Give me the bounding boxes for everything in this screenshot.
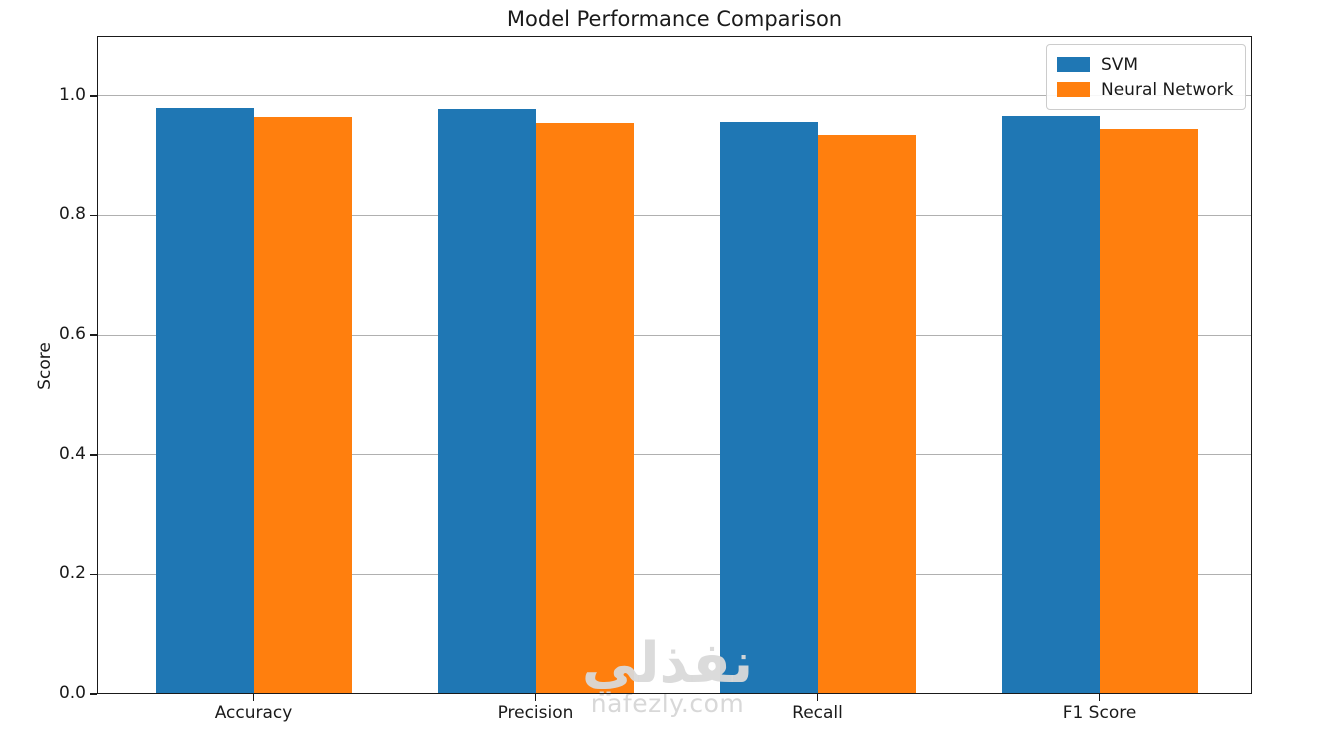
- x-tick-label-precision: Precision: [497, 703, 574, 723]
- plot-area: [97, 36, 1252, 694]
- bar-neural-network-accuracy: [253, 116, 352, 694]
- x-tick-label-recall: Recall: [792, 703, 843, 723]
- y-tick-label-0.8: 0.8: [58, 204, 86, 225]
- bar-neural-network-recall: [817, 134, 916, 694]
- y-tick-mark: [90, 95, 97, 97]
- y-tick-mark: [90, 573, 97, 576]
- chart-title: Model Performance Comparison: [506, 7, 843, 31]
- y-tick-label-0.6: 0.6: [58, 324, 86, 345]
- legend-entry-neural-network: Neural Network: [1057, 77, 1233, 102]
- legend: SVM Neural Network: [1046, 44, 1247, 110]
- legend-label-neural-network: Neural Network: [1101, 79, 1234, 100]
- x-tick-mark: [1098, 694, 1101, 701]
- gridline-0.6: [97, 334, 1252, 336]
- y-tick-mark: [90, 693, 97, 695]
- y-tick-mark: [90, 214, 97, 217]
- x-tick-mark: [252, 694, 255, 701]
- legend-entry-svm: SVM: [1057, 52, 1233, 77]
- x-tick-label-accuracy: Accuracy: [214, 703, 293, 723]
- gridline-0.4: [97, 454, 1252, 456]
- y-tick-label-1.0: 1.0: [58, 84, 86, 105]
- y-tick-mark: [90, 334, 97, 336]
- bar-svm-recall: [719, 121, 818, 694]
- gridline-1.0: [97, 95, 1252, 97]
- bar-neural-network-precision: [535, 122, 634, 694]
- y-tick-label-0.2: 0.2: [58, 563, 86, 584]
- gridline-0.8: [97, 214, 1252, 216]
- y-tick-mark: [90, 453, 97, 456]
- legend-label-svm: SVM: [1101, 54, 1139, 75]
- x-tick-mark: [816, 694, 819, 701]
- bar-svm-f1-score: [1001, 115, 1100, 694]
- y-tick-label-0.0: 0.0: [58, 683, 86, 703]
- x-tick-label-f1-score: F1 Score: [1062, 703, 1137, 723]
- y-axis-label: Score: [35, 342, 55, 390]
- gridline-0.2: [97, 573, 1252, 575]
- bar-svm-accuracy: [155, 107, 254, 694]
- bar-neural-network-f1-score: [1099, 128, 1198, 694]
- x-tick-mark: [534, 694, 537, 701]
- bar-svm-precision: [437, 108, 536, 694]
- legend-swatch-neural-network: [1057, 82, 1090, 97]
- legend-swatch-svm: [1057, 57, 1090, 72]
- y-tick-label-0.4: 0.4: [58, 443, 86, 464]
